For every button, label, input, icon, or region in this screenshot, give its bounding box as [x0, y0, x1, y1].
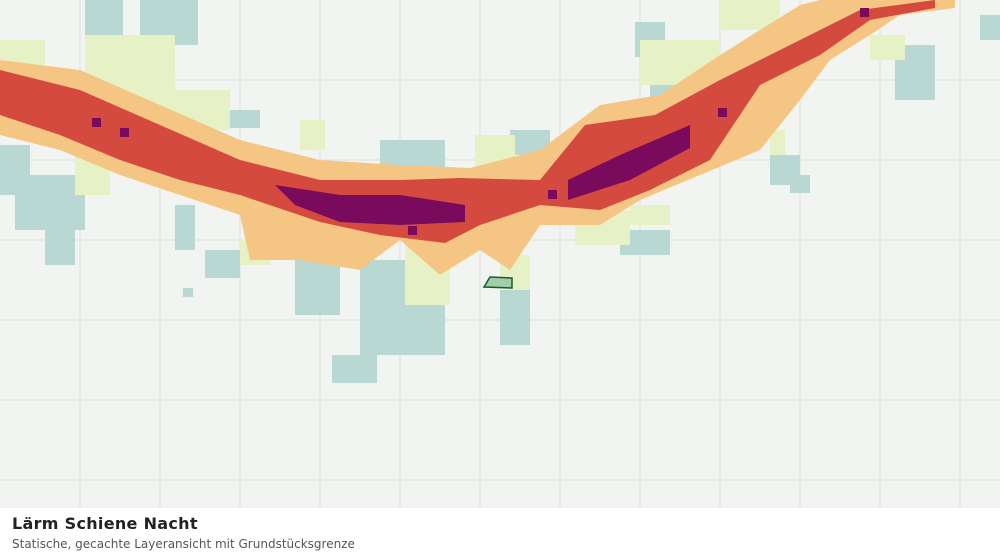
layer-title: Lärm Schiene Nacht: [12, 514, 198, 533]
map: [0, 0, 1000, 508]
noise-zone-very-high: [92, 8, 869, 235]
noise-zone-medium: [0, 0, 955, 275]
parcel-boundary: [482, 276, 513, 289]
layer-subtitle: Statische, gecachte Layeransicht mit Gru…: [12, 537, 355, 551]
noise-zone-high: [0, 0, 935, 243]
legend-panel: Lärm Schiene Nacht Statische, gecachte L…: [0, 508, 1000, 560]
